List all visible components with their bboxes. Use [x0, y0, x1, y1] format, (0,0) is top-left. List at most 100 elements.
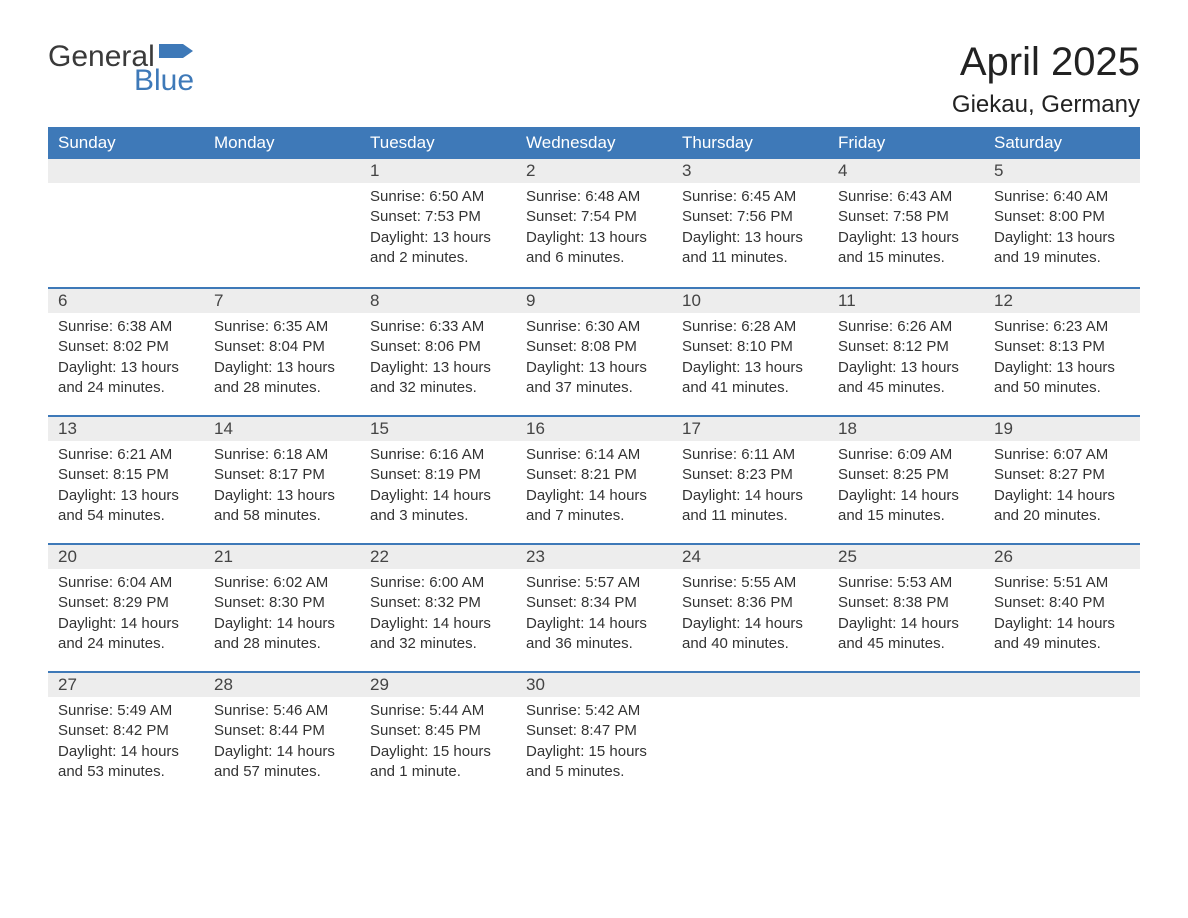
day-body: [984, 697, 1140, 711]
daylight-text: Daylight: 14 hours and 36 minutes.: [526, 614, 662, 655]
daylight-text: Daylight: 14 hours and 20 minutes.: [994, 486, 1130, 527]
sunrise-text: Sunrise: 6:43 AM: [838, 187, 974, 207]
sunset-text: Sunset: 8:25 PM: [838, 465, 974, 485]
sunset-text: Sunset: 8:15 PM: [58, 465, 194, 485]
day-number: 3: [672, 159, 828, 183]
sunset-text: Sunset: 7:53 PM: [370, 207, 506, 227]
sunset-text: Sunset: 8:23 PM: [682, 465, 818, 485]
calendar-cell: 11Sunrise: 6:26 AMSunset: 8:12 PMDayligh…: [828, 287, 984, 415]
calendar-head: SundayMondayTuesdayWednesdayThursdayFrid…: [48, 127, 1140, 159]
calendar-cell: 24Sunrise: 5:55 AMSunset: 8:36 PMDayligh…: [672, 543, 828, 671]
calendar-cell: 4Sunrise: 6:43 AMSunset: 7:58 PMDaylight…: [828, 159, 984, 287]
calendar-cell: 21Sunrise: 6:02 AMSunset: 8:30 PMDayligh…: [204, 543, 360, 671]
daylight-text: Daylight: 15 hours and 5 minutes.: [526, 742, 662, 783]
day-number: 12: [984, 287, 1140, 313]
daylight-text: Daylight: 14 hours and 53 minutes.: [58, 742, 194, 783]
daylight-text: Daylight: 13 hours and 11 minutes.: [682, 228, 818, 269]
calendar-cell: 5Sunrise: 6:40 AMSunset: 8:00 PMDaylight…: [984, 159, 1140, 287]
day-body: Sunrise: 6:09 AMSunset: 8:25 PMDaylight:…: [828, 441, 984, 536]
calendar-cell: 28Sunrise: 5:46 AMSunset: 8:44 PMDayligh…: [204, 671, 360, 799]
calendar-cell: [828, 671, 984, 799]
calendar-cell: 25Sunrise: 5:53 AMSunset: 8:38 PMDayligh…: [828, 543, 984, 671]
sunrise-text: Sunrise: 6:09 AM: [838, 445, 974, 465]
day-number: 15: [360, 415, 516, 441]
day-body: Sunrise: 6:26 AMSunset: 8:12 PMDaylight:…: [828, 313, 984, 408]
sunrise-text: Sunrise: 6:23 AM: [994, 317, 1130, 337]
day-number: 13: [48, 415, 204, 441]
daylight-text: Daylight: 14 hours and 49 minutes.: [994, 614, 1130, 655]
day-body: Sunrise: 6:38 AMSunset: 8:02 PMDaylight:…: [48, 313, 204, 408]
day-header: Monday: [204, 127, 360, 159]
calendar-cell: 27Sunrise: 5:49 AMSunset: 8:42 PMDayligh…: [48, 671, 204, 799]
calendar-cell: 10Sunrise: 6:28 AMSunset: 8:10 PMDayligh…: [672, 287, 828, 415]
daylight-text: Daylight: 14 hours and 11 minutes.: [682, 486, 818, 527]
day-number: 11: [828, 287, 984, 313]
daylight-text: Daylight: 13 hours and 50 minutes.: [994, 358, 1130, 399]
day-body: Sunrise: 5:51 AMSunset: 8:40 PMDaylight:…: [984, 569, 1140, 664]
daylight-text: Daylight: 13 hours and 2 minutes.: [370, 228, 506, 269]
day-number: 20: [48, 543, 204, 569]
sunset-text: Sunset: 8:08 PM: [526, 337, 662, 357]
calendar-cell: 9Sunrise: 6:30 AMSunset: 8:08 PMDaylight…: [516, 287, 672, 415]
day-number: 6: [48, 287, 204, 313]
sunset-text: Sunset: 7:58 PM: [838, 207, 974, 227]
calendar-cell: 12Sunrise: 6:23 AMSunset: 8:13 PMDayligh…: [984, 287, 1140, 415]
sunrise-text: Sunrise: 5:42 AM: [526, 701, 662, 721]
day-body: [48, 183, 204, 197]
calendar-cell: 14Sunrise: 6:18 AMSunset: 8:17 PMDayligh…: [204, 415, 360, 543]
title-block: April 2025 Giekau, Germany: [952, 40, 1140, 119]
calendar-cell: [204, 159, 360, 287]
sunrise-text: Sunrise: 6:33 AM: [370, 317, 506, 337]
day-body: Sunrise: 5:57 AMSunset: 8:34 PMDaylight:…: [516, 569, 672, 664]
day-header: Wednesday: [516, 127, 672, 159]
daylight-text: Daylight: 13 hours and 28 minutes.: [214, 358, 350, 399]
calendar-cell: 19Sunrise: 6:07 AMSunset: 8:27 PMDayligh…: [984, 415, 1140, 543]
day-number: 14: [204, 415, 360, 441]
day-number: 18: [828, 415, 984, 441]
sunset-text: Sunset: 8:38 PM: [838, 593, 974, 613]
sunset-text: Sunset: 8:36 PM: [682, 593, 818, 613]
sunrise-text: Sunrise: 5:51 AM: [994, 573, 1130, 593]
day-body: Sunrise: 6:40 AMSunset: 8:00 PMDaylight:…: [984, 183, 1140, 278]
day-body: Sunrise: 5:55 AMSunset: 8:36 PMDaylight:…: [672, 569, 828, 664]
day-body: Sunrise: 6:23 AMSunset: 8:13 PMDaylight:…: [984, 313, 1140, 408]
day-number: 4: [828, 159, 984, 183]
day-number: [984, 671, 1140, 697]
location: Giekau, Germany: [952, 91, 1140, 119]
day-body: Sunrise: 6:02 AMSunset: 8:30 PMDaylight:…: [204, 569, 360, 664]
sunset-text: Sunset: 8:19 PM: [370, 465, 506, 485]
day-body: Sunrise: 5:46 AMSunset: 8:44 PMDaylight:…: [204, 697, 360, 792]
day-body: Sunrise: 6:07 AMSunset: 8:27 PMDaylight:…: [984, 441, 1140, 536]
daylight-text: Daylight: 14 hours and 45 minutes.: [838, 614, 974, 655]
sunset-text: Sunset: 8:10 PM: [682, 337, 818, 357]
month-title: April 2025: [952, 40, 1140, 85]
day-body: Sunrise: 6:50 AMSunset: 7:53 PMDaylight:…: [360, 183, 516, 278]
daylight-text: Daylight: 14 hours and 3 minutes.: [370, 486, 506, 527]
daylight-text: Daylight: 13 hours and 54 minutes.: [58, 486, 194, 527]
day-header-row: SundayMondayTuesdayWednesdayThursdayFrid…: [48, 127, 1140, 159]
daylight-text: Daylight: 14 hours and 40 minutes.: [682, 614, 818, 655]
sunset-text: Sunset: 8:21 PM: [526, 465, 662, 485]
day-number: [204, 159, 360, 183]
sunrise-text: Sunrise: 6:45 AM: [682, 187, 818, 207]
day-number: 28: [204, 671, 360, 697]
sunrise-text: Sunrise: 6:35 AM: [214, 317, 350, 337]
day-number: 22: [360, 543, 516, 569]
day-number: 23: [516, 543, 672, 569]
day-body: Sunrise: 6:16 AMSunset: 8:19 PMDaylight:…: [360, 441, 516, 536]
calendar-cell: 26Sunrise: 5:51 AMSunset: 8:40 PMDayligh…: [984, 543, 1140, 671]
day-number: 29: [360, 671, 516, 697]
sunset-text: Sunset: 8:45 PM: [370, 721, 506, 741]
calendar-week: 1Sunrise: 6:50 AMSunset: 7:53 PMDaylight…: [48, 159, 1140, 287]
day-body: Sunrise: 6:18 AMSunset: 8:17 PMDaylight:…: [204, 441, 360, 536]
daylight-text: Daylight: 13 hours and 41 minutes.: [682, 358, 818, 399]
sunset-text: Sunset: 8:13 PM: [994, 337, 1130, 357]
day-header: Tuesday: [360, 127, 516, 159]
day-body: Sunrise: 5:53 AMSunset: 8:38 PMDaylight:…: [828, 569, 984, 664]
sunrise-text: Sunrise: 6:50 AM: [370, 187, 506, 207]
logo: General Blue: [48, 40, 194, 98]
sunrise-text: Sunrise: 6:48 AM: [526, 187, 662, 207]
sunset-text: Sunset: 8:27 PM: [994, 465, 1130, 485]
daylight-text: Daylight: 14 hours and 24 minutes.: [58, 614, 194, 655]
sunrise-text: Sunrise: 6:21 AM: [58, 445, 194, 465]
